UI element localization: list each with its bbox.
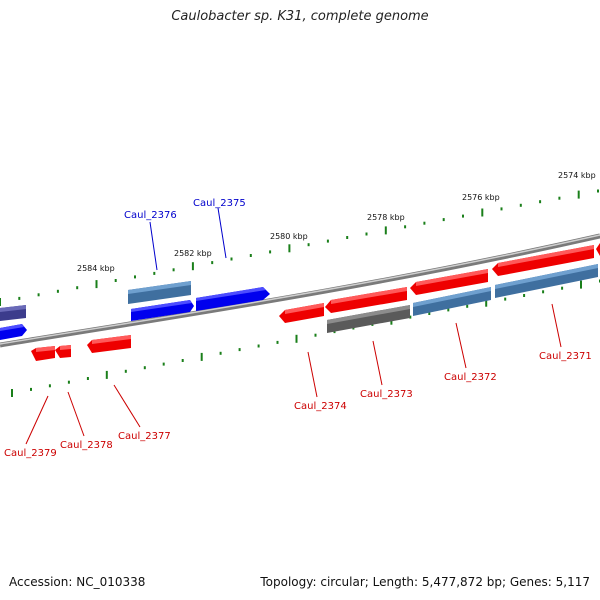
kbp-label: 2578 kbp [367,213,405,222]
gene-feature-caul-2371-red[interactable] [492,245,594,276]
kbp-label: 2584 kbp [77,264,115,273]
gene-label-caul-2374[interactable]: Caul_2374 [294,401,347,412]
gene-label-caul-2376[interactable]: Caul_2376 [124,210,177,221]
gene-feature-caul-2373-red[interactable] [325,287,407,313]
kbp-label: 2576 kbp [462,193,500,202]
gene-feature-right-edge[interactable] [596,243,600,256]
gene-label-caul-2377[interactable]: Caul_2377 [118,431,171,442]
kbp-label: 2574 kbp [558,171,596,180]
gene-feature-caul-2374[interactable] [279,303,324,323]
gene-feature-caul-2377[interactable] [87,335,131,353]
inner-tick-track [11,279,600,397]
gene-label-caul-2373[interactable]: Caul_2373 [360,389,413,400]
gene-feature-left-edge-upper[interactable] [0,305,26,321]
gene-feature-caul-2378[interactable] [55,345,71,358]
outer-tick-track [0,189,599,306]
topology-label: Topology: circular; Length: 5,477,872 bp… [260,575,590,589]
gene-feature-caul-2371[interactable] [495,264,598,298]
kbp-label: 2582 kbp [174,249,212,258]
gene-feature-caul-2379[interactable] [31,346,55,361]
kbp-label: 2580 kbp [270,232,308,241]
gene-feature-caul-2376[interactable] [128,281,191,304]
gene-feature-caul-2375[interactable] [196,287,270,311]
gene-feature-caul-2376-blue[interactable] [131,300,194,321]
gene-label-caul-2375[interactable]: Caul_2375 [193,198,246,209]
gene-feature-left-edge-blue[interactable] [0,324,27,340]
gene-label-caul-2372[interactable]: Caul_2372 [444,372,497,383]
gene-feature-caul-2372-red[interactable] [410,269,488,295]
gene-label-caul-2371[interactable]: Caul_2371 [539,351,592,362]
gene-feature-caul-2373[interactable] [327,305,410,333]
genome-backbone [0,233,600,348]
gene-label-caul-2379[interactable]: Caul_2379 [4,448,57,459]
gene-feature-caul-2372[interactable] [413,287,491,316]
accession-label: Accession: NC_010338 [9,575,146,589]
genome-title: Caulobacter sp. K31, complete genome [171,9,429,24]
gene-label-caul-2378[interactable]: Caul_2378 [60,440,113,451]
